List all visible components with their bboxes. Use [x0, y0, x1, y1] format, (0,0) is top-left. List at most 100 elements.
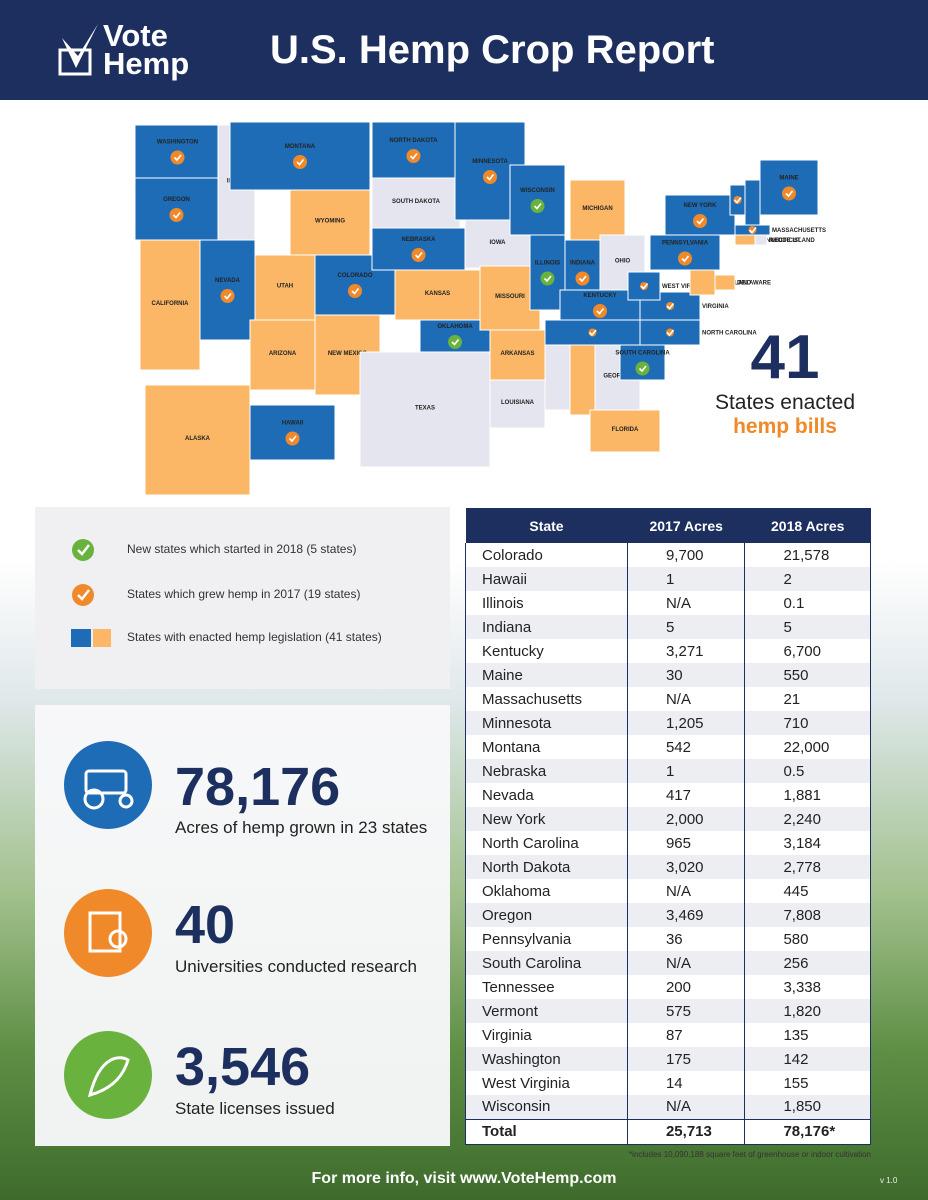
state-shape: [144, 384, 251, 496]
check-mark: [533, 203, 542, 210]
state-label: OKLAHOMA: [437, 324, 473, 330]
table-cell: 550: [744, 663, 871, 687]
state-label: NORTH DAKOTA: [389, 138, 438, 144]
state-label: MICHIGAN: [582, 206, 612, 212]
total-row: Total 25,713 78,176*: [465, 1118, 871, 1145]
table-cell: 21: [744, 687, 871, 711]
table-cell: Vermont: [465, 999, 628, 1023]
stat-number: 78,176: [175, 757, 341, 817]
check-mark: [223, 293, 232, 300]
check-badge: [530, 199, 545, 213]
state-shape: [589, 409, 661, 453]
table-cell: 1: [626, 759, 746, 783]
state-label: NEW MEXICO: [328, 351, 368, 357]
table-cell: Oklahoma: [465, 879, 628, 903]
table-cell: 5: [626, 615, 746, 639]
state-label: GEORGIA: [603, 374, 632, 380]
table-cell: N/A: [626, 879, 746, 903]
check-badge: [593, 304, 607, 318]
check-mark: [596, 308, 605, 315]
check-mark: [785, 190, 794, 198]
check-mark: [666, 329, 675, 337]
check-badge: [293, 155, 307, 169]
table-cell: 3,020: [626, 855, 746, 879]
check-mark: [414, 252, 423, 259]
table-row: Nebraska 1 0.5: [465, 759, 871, 783]
table-row: Nevada 417 1,881: [465, 783, 871, 807]
check-mark: [288, 435, 297, 443]
table-row: Illinois N/A 0.1: [465, 591, 871, 615]
check-mark: [409, 153, 418, 160]
check-mark: [638, 365, 647, 373]
table-row: Oregon 3,469 7,808: [465, 903, 871, 927]
table-cell: 7,808: [744, 903, 871, 927]
table-cell: Montana: [465, 735, 628, 759]
table-cell: 3,271: [626, 639, 746, 663]
callout-number: 41: [750, 323, 820, 392]
state-shape: [569, 179, 626, 241]
check-badge: [285, 431, 300, 446]
table-cell: 445: [744, 879, 871, 903]
state-label: NEW YORK: [684, 203, 718, 209]
check-badge: [170, 150, 185, 165]
state-label: INDIANA: [570, 261, 596, 267]
state-label: ALASKA: [185, 436, 211, 442]
column-header: State: [465, 508, 628, 543]
table-cell: South Carolina: [465, 951, 628, 975]
table-cell: N/A: [626, 1095, 746, 1119]
table-cell: Massachusetts: [465, 687, 628, 711]
state-label: FLORIDA: [612, 427, 639, 433]
callout-text: hemp bills: [733, 415, 837, 438]
table-row: Hawaii 1 2: [465, 567, 871, 591]
check-mark: [451, 339, 460, 346]
state-label: MONTANA: [285, 144, 316, 150]
state-label: RHODE ISLAND: [769, 238, 815, 244]
table-cell: Hawaii: [465, 567, 628, 591]
check-badge: [635, 361, 650, 376]
table-cell: 78,176*: [744, 1118, 871, 1145]
table-cell: 580: [744, 927, 871, 951]
table-row: Washington 175 142: [465, 1047, 871, 1071]
state-label: PENNSYLVANIA: [662, 241, 709, 247]
table-cell: Total: [465, 1118, 628, 1145]
table-cell: 1,205: [626, 711, 746, 735]
check-badge: [693, 214, 707, 228]
check-mark: [666, 303, 675, 310]
table-cell: 2,778: [744, 855, 871, 879]
stat-caption: Universities conducted research: [175, 957, 417, 976]
table-cell: 3,469: [626, 903, 746, 927]
table-cell: New York: [465, 807, 628, 831]
table-cell: 3,184: [744, 831, 871, 855]
stat-caption: Acres of hemp grown in 23 states: [175, 818, 428, 837]
state-shape: [489, 329, 546, 381]
legend-text: States which grew hemp in 2017 (19 state…: [127, 587, 361, 601]
state-label: CALIFORNIA: [152, 301, 190, 307]
state-label: ILLINOIS: [535, 261, 560, 267]
check-mark: [351, 288, 360, 295]
state-label: OREGON: [163, 197, 190, 203]
table-cell: Nebraska: [465, 759, 628, 783]
state-label: MASSACHUSETTS: [772, 228, 826, 234]
table-cell: 965: [626, 831, 746, 855]
state-label: NEBRASKA: [401, 237, 436, 243]
callout: 41 States enacted hemp bills: [690, 325, 880, 439]
footer-text: For more info, visit www.VoteHemp.com: [311, 1170, 617, 1187]
table-cell: 3,338: [744, 975, 871, 999]
table-cell: 2,000: [626, 807, 746, 831]
table-row: Minnesota 1,205 710: [465, 711, 871, 735]
state-label: KANSAS: [425, 291, 450, 297]
table-cell: Maine: [465, 663, 628, 687]
state-shape: [744, 179, 761, 226]
check-badge: [540, 271, 555, 286]
legend: New states which started in 2018 (5 stat…: [35, 507, 450, 689]
table-cell: 0.5: [744, 759, 871, 783]
logo-check: [58, 24, 98, 76]
state-label: WYOMING: [315, 219, 345, 225]
table-cell: 135: [744, 1023, 871, 1047]
state-label: LOUISIANA: [501, 400, 535, 406]
column-header: 2017 Acres: [627, 508, 745, 543]
state-label: CONNECTICUT: [757, 238, 801, 244]
title: U.S. Hemp Crop Report: [270, 28, 715, 72]
state-shape: [371, 177, 461, 229]
